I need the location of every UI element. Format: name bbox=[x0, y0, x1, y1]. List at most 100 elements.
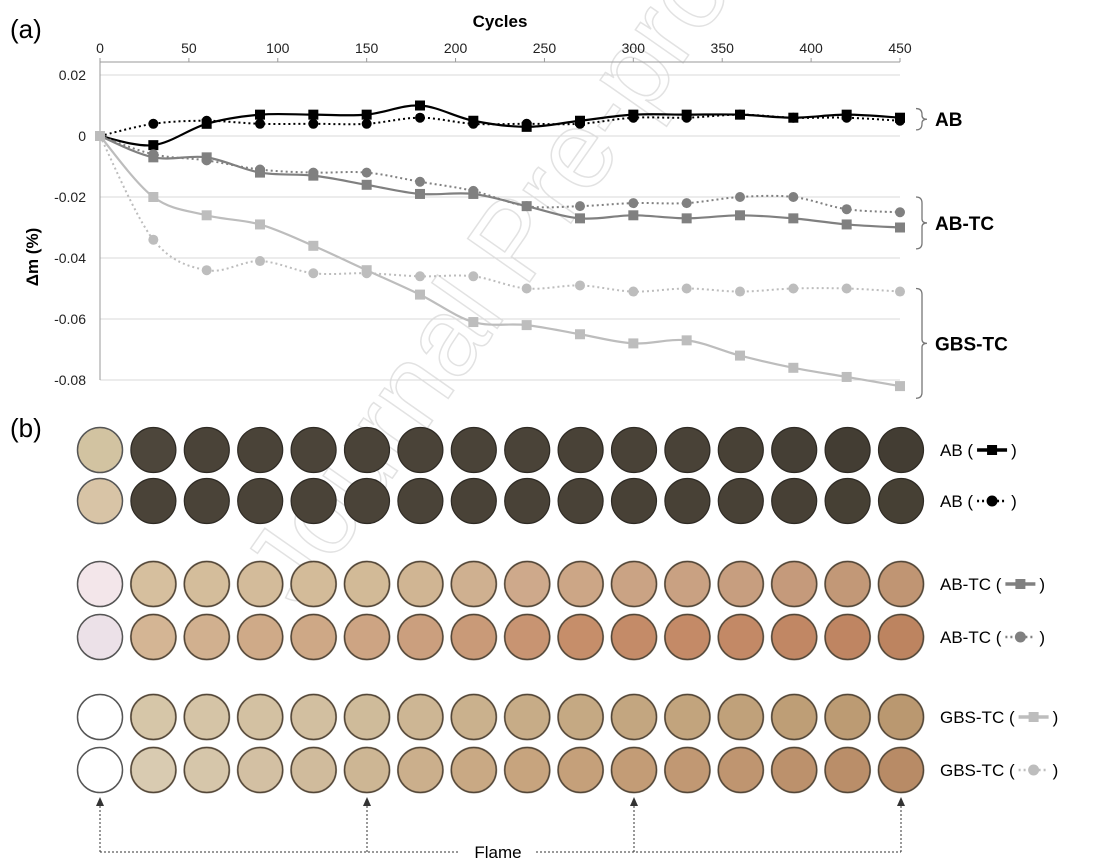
disk-rim bbox=[717, 560, 765, 608]
series-layer bbox=[95, 100, 905, 392]
disk-rim bbox=[343, 560, 391, 608]
data-point bbox=[255, 164, 265, 175]
data-point bbox=[148, 234, 159, 245]
disk-rim bbox=[824, 560, 872, 608]
data-point bbox=[255, 256, 265, 267]
legend-marker bbox=[986, 495, 998, 507]
series-line bbox=[99, 135, 901, 293]
sample-disk bbox=[450, 426, 497, 474]
disk-rim bbox=[450, 746, 498, 794]
disk-rim bbox=[343, 746, 391, 794]
panel-b-label: (b) bbox=[10, 413, 42, 443]
disk-row bbox=[76, 560, 925, 608]
data-point bbox=[735, 109, 745, 120]
data-point bbox=[148, 149, 159, 160]
data-point bbox=[148, 192, 159, 202]
row-label-close: ) bbox=[1039, 575, 1045, 594]
sample-disk bbox=[877, 477, 925, 525]
disk-rim bbox=[396, 746, 444, 794]
data-point bbox=[468, 271, 479, 282]
data-point bbox=[415, 176, 425, 187]
flame-arrow-head bbox=[630, 797, 638, 806]
series-ab-solid bbox=[95, 100, 905, 151]
sample-disk bbox=[343, 477, 391, 525]
disk-rim bbox=[770, 613, 818, 661]
disk-rim bbox=[236, 613, 284, 661]
data-point bbox=[895, 286, 905, 297]
data-point bbox=[628, 210, 639, 221]
data-point bbox=[575, 201, 585, 212]
series-ab-tc-dotted bbox=[95, 131, 905, 218]
sample-disk bbox=[771, 426, 818, 474]
x-tick-label: 0 bbox=[96, 40, 104, 56]
group-label: AB-TC bbox=[935, 214, 994, 235]
x-tick-label: 50 bbox=[181, 40, 197, 56]
sample-disk bbox=[76, 477, 124, 525]
group-bracket bbox=[915, 196, 928, 250]
x-tick-label: 450 bbox=[888, 40, 912, 56]
disk-rim bbox=[236, 746, 284, 794]
sample-disk bbox=[557, 426, 604, 474]
row-label-close: ) bbox=[1039, 628, 1045, 647]
sample-disk bbox=[557, 477, 604, 525]
data-point bbox=[415, 271, 425, 282]
disk-rim bbox=[717, 693, 765, 741]
data-point bbox=[681, 213, 692, 224]
disk-rim bbox=[770, 693, 818, 741]
disk-rim bbox=[824, 693, 872, 741]
row-label: AB-TC ( bbox=[940, 628, 1002, 647]
sample-disk bbox=[610, 477, 658, 525]
sample-disk bbox=[237, 477, 284, 525]
data-point bbox=[841, 204, 852, 215]
disk-rim bbox=[877, 693, 925, 741]
y-tick-label: -0.08 bbox=[54, 372, 86, 388]
data-point bbox=[255, 109, 265, 120]
legend-marker bbox=[1028, 764, 1040, 776]
data-point bbox=[201, 210, 212, 221]
disk-rim bbox=[129, 560, 177, 608]
series-gbs-tc-dotted bbox=[95, 131, 905, 297]
y-tick-label: 0.02 bbox=[59, 67, 86, 83]
data-point bbox=[788, 192, 799, 202]
row-label: AB ( bbox=[940, 441, 973, 460]
disk-rim bbox=[877, 613, 925, 661]
disk-rim bbox=[610, 560, 658, 608]
disk-rim bbox=[129, 693, 177, 741]
sample-disk bbox=[877, 426, 925, 474]
data-point bbox=[201, 115, 212, 126]
disk-rim bbox=[770, 560, 818, 608]
disk-row bbox=[76, 746, 925, 794]
data-point bbox=[521, 201, 532, 212]
legend-marker bbox=[987, 445, 998, 455]
y-tick-label: -0.02 bbox=[54, 189, 86, 205]
row-label: GBS-TC ( bbox=[940, 761, 1015, 780]
disk-rim bbox=[824, 746, 872, 794]
flame-indicator bbox=[96, 797, 905, 853]
data-point bbox=[735, 350, 745, 361]
data-point bbox=[895, 381, 905, 392]
disk-rim bbox=[663, 693, 711, 741]
disk-rim bbox=[396, 613, 444, 661]
sample-disk bbox=[343, 426, 391, 474]
disk-rim bbox=[717, 746, 765, 794]
data-point bbox=[361, 109, 372, 120]
sample-disk bbox=[450, 477, 497, 525]
legend-marker bbox=[1014, 631, 1026, 643]
row-label: AB ( bbox=[940, 492, 973, 511]
data-point bbox=[361, 179, 372, 190]
disk-rim bbox=[183, 613, 231, 661]
disk-rim bbox=[290, 693, 338, 741]
data-point bbox=[841, 371, 852, 382]
disk-rim bbox=[129, 613, 177, 661]
disk-rim bbox=[343, 693, 391, 741]
legend-marker bbox=[1028, 712, 1039, 722]
sample-disk bbox=[183, 426, 230, 474]
data-point bbox=[735, 210, 745, 221]
disk-rim bbox=[610, 693, 658, 741]
disk-rim bbox=[290, 613, 338, 661]
data-point bbox=[788, 112, 799, 123]
disk-rim bbox=[450, 613, 498, 661]
sample-disk bbox=[824, 477, 871, 525]
sample-disk bbox=[717, 477, 764, 525]
sample-disk bbox=[76, 560, 124, 608]
